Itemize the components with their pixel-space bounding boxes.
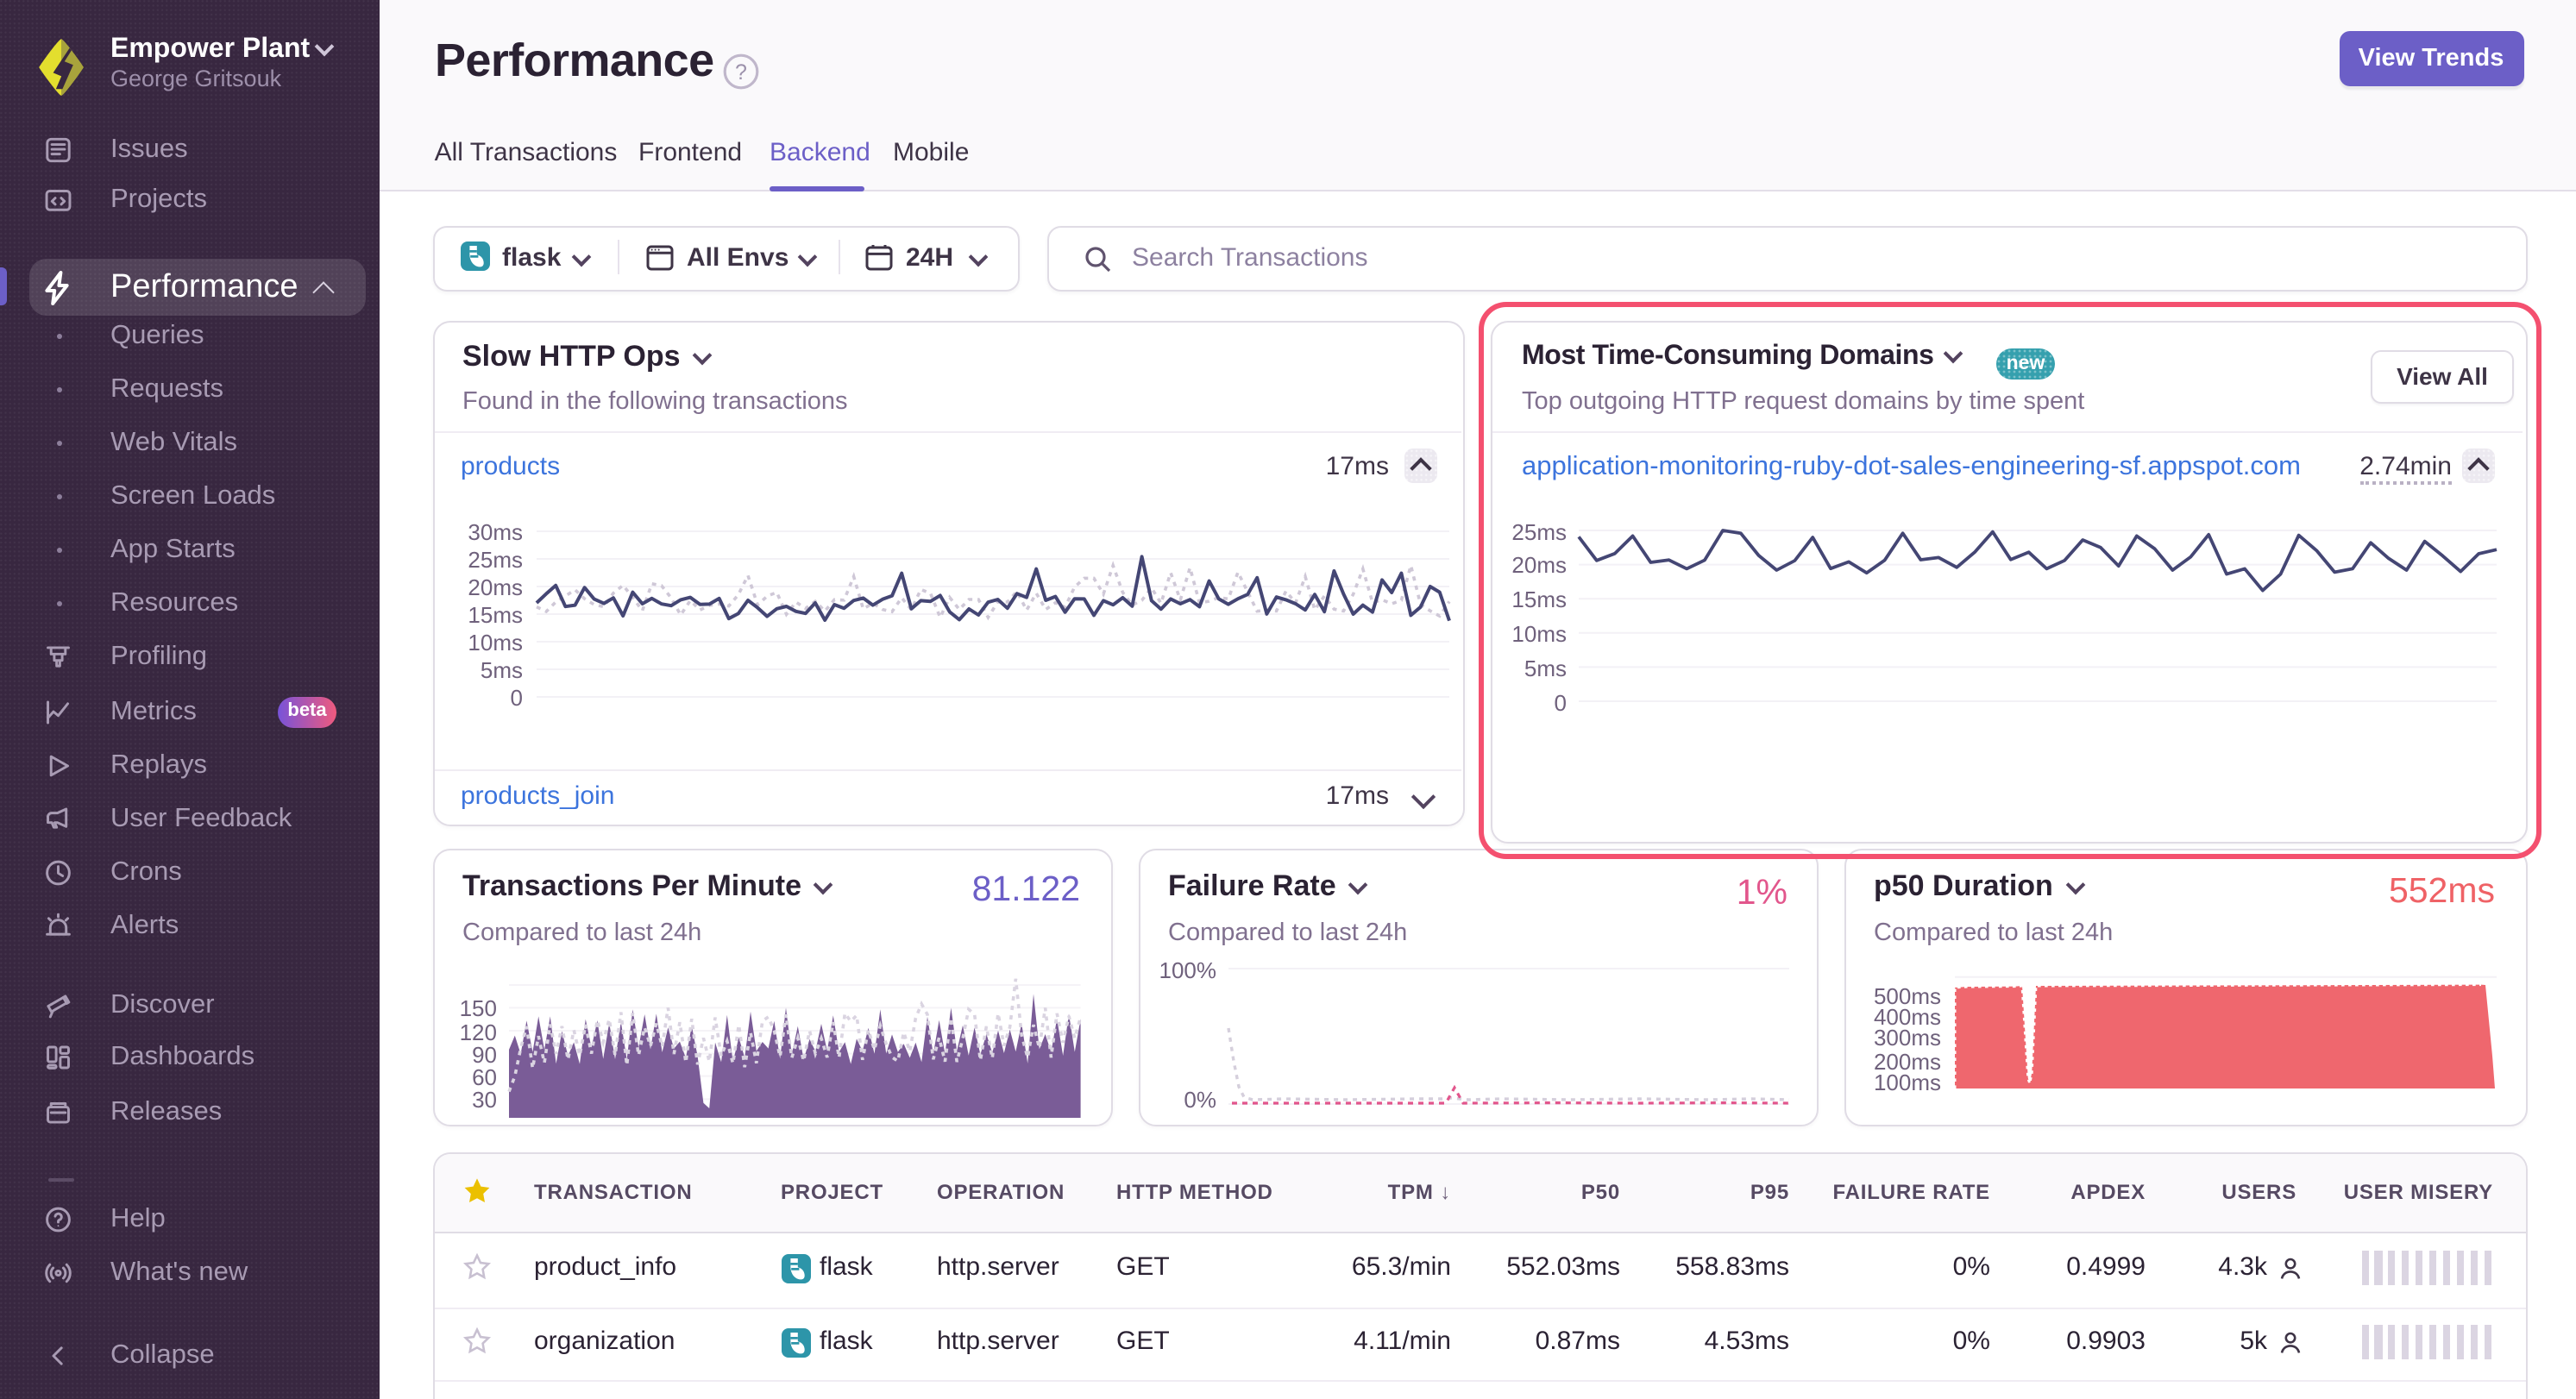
svg-text:?: ? (736, 60, 748, 84)
